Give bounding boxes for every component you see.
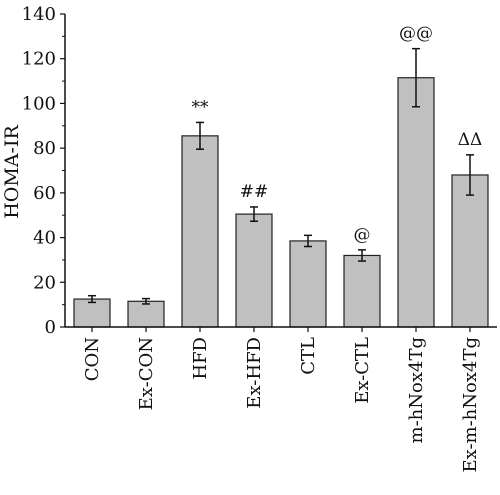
y-tick-label: 140 [22, 4, 56, 25]
bar [289, 240, 327, 328]
significance-marker: ** [192, 97, 210, 117]
bar [343, 254, 381, 328]
y-tick-label: 20 [33, 272, 56, 293]
bar [451, 174, 489, 328]
significance-marker: ΔΔ [458, 130, 483, 150]
y-tick-label: 0 [45, 317, 56, 338]
x-tick-label: m-hNox4Tg [406, 337, 427, 443]
x-tick-label: CON [82, 337, 103, 381]
x-tick-label: CTL [298, 337, 319, 375]
x-tick-label: HFD [190, 337, 211, 380]
y-tick-label: 80 [33, 138, 56, 159]
x-tick-label: Ex-CON [136, 337, 157, 410]
bar [73, 298, 111, 328]
y-tick-label: 40 [33, 228, 56, 249]
y-tick-label: 60 [33, 183, 56, 204]
significance-marker: ## [240, 182, 269, 202]
y-tick-label: 100 [22, 93, 56, 114]
bar [127, 300, 165, 328]
x-tick-label: Ex-m-hNox4Tg [460, 337, 481, 473]
x-tick-label: Ex-CTL [352, 337, 373, 404]
y-tick-label: 120 [22, 49, 56, 70]
bar [181, 135, 219, 328]
y-axis-title: HOMA-IR [1, 125, 23, 219]
bar [235, 213, 273, 328]
significance-marker: @ [354, 225, 371, 245]
x-tick-label: Ex-HFD [244, 337, 265, 409]
bar [397, 77, 435, 328]
significance-marker: @@ [399, 24, 433, 44]
